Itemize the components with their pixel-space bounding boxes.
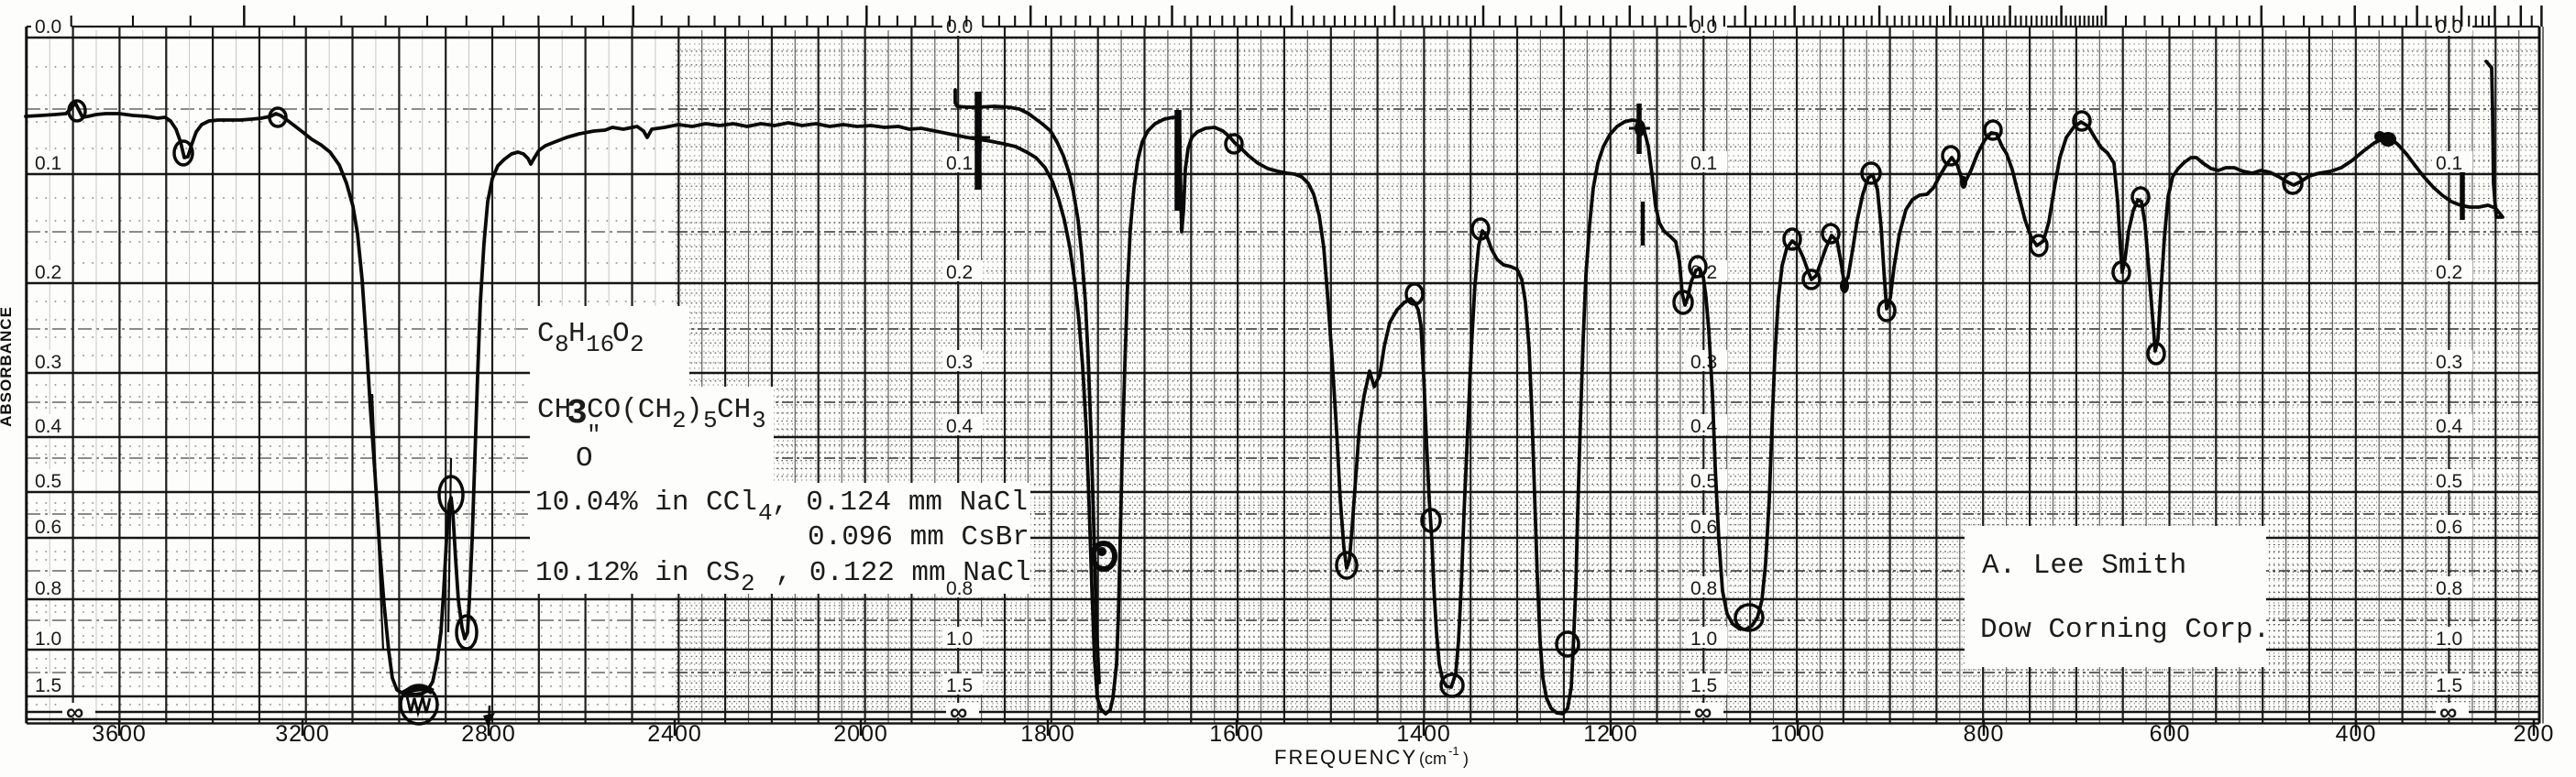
svg-text:1200: 1200 bbox=[1583, 721, 1638, 747]
svg-text:1600: 1600 bbox=[1209, 721, 1264, 747]
svg-text:0.0: 0.0 bbox=[1690, 16, 1717, 38]
svg-text:3: 3 bbox=[567, 394, 588, 433]
svg-text:0.3: 0.3 bbox=[1690, 352, 1717, 373]
svg-text:C: C bbox=[537, 318, 555, 350]
svg-text:(cm: (cm bbox=[1419, 750, 1447, 768]
svg-text:0.5: 0.5 bbox=[1690, 471, 1717, 492]
svg-text:0.8: 0.8 bbox=[2436, 578, 2462, 599]
svg-text:5: 5 bbox=[703, 407, 718, 434]
svg-text:O: O bbox=[576, 443, 593, 475]
svg-text:3600: 3600 bbox=[92, 721, 147, 747]
svg-text:∞: ∞ bbox=[950, 698, 967, 726]
svg-text:0.0: 0.0 bbox=[35, 16, 61, 38]
svg-text:, 0.122 mm NaCl: , 0.122 mm NaCl bbox=[758, 557, 1031, 589]
svg-text:1.5: 1.5 bbox=[2436, 675, 2462, 696]
svg-text:): ) bbox=[1463, 750, 1469, 768]
svg-text:H: H bbox=[568, 318, 586, 350]
svg-text:10.04% in CCl: 10.04% in CCl bbox=[535, 487, 757, 519]
svg-text:200: 200 bbox=[2514, 721, 2555, 747]
svg-text:3200: 3200 bbox=[275, 721, 330, 747]
svg-text:4: 4 bbox=[758, 499, 773, 527]
svg-text:∞: ∞ bbox=[1694, 698, 1712, 726]
svg-text:Dow Corning Corp.: Dow Corning Corp. bbox=[1980, 614, 2270, 646]
svg-text:CH: CH bbox=[717, 394, 751, 426]
svg-text:0.1: 0.1 bbox=[2436, 153, 2462, 174]
svg-text:2400: 2400 bbox=[647, 721, 702, 747]
svg-text:0.0: 0.0 bbox=[2436, 16, 2462, 38]
svg-text:CH: CH bbox=[537, 394, 571, 426]
svg-text:600: 600 bbox=[2150, 721, 2191, 747]
svg-text:ABSORBANCE: ABSORBANCE bbox=[0, 306, 15, 427]
svg-text:400: 400 bbox=[2336, 721, 2377, 747]
svg-text:16: 16 bbox=[586, 331, 614, 358]
svg-text:3: 3 bbox=[752, 407, 766, 434]
svg-text:1.0: 1.0 bbox=[1690, 629, 1717, 650]
svg-text:FREQUENCY: FREQUENCY bbox=[1274, 746, 1417, 769]
svg-text:1.5: 1.5 bbox=[1690, 675, 1717, 696]
svg-text:O: O bbox=[612, 318, 630, 350]
svg-text:0.3: 0.3 bbox=[35, 352, 61, 373]
svg-text:0.6: 0.6 bbox=[2436, 517, 2462, 538]
svg-text:0.8: 0.8 bbox=[35, 578, 61, 599]
svg-text:∞: ∞ bbox=[66, 698, 83, 726]
svg-text:0.4: 0.4 bbox=[35, 416, 62, 437]
svg-text:2: 2 bbox=[741, 570, 755, 597]
svg-text:0.8: 0.8 bbox=[1690, 578, 1717, 599]
svg-text:0.3: 0.3 bbox=[946, 352, 973, 373]
svg-text:8: 8 bbox=[555, 331, 569, 358]
svg-text:0.3: 0.3 bbox=[2436, 352, 2462, 373]
svg-text:0.2: 0.2 bbox=[946, 262, 973, 283]
svg-text:1.0: 1.0 bbox=[946, 629, 973, 650]
svg-text:0.4: 0.4 bbox=[946, 416, 974, 437]
svg-text:0.4: 0.4 bbox=[1690, 416, 1718, 437]
svg-text:10.12% in CS: 10.12% in CS bbox=[535, 557, 740, 589]
svg-text:0.6: 0.6 bbox=[1690, 517, 1717, 538]
svg-text:0.096 mm CsBr: 0.096 mm CsBr bbox=[808, 521, 1029, 553]
svg-text:-1: -1 bbox=[1448, 744, 1459, 758]
svg-text:∞: ∞ bbox=[2439, 698, 2457, 726]
svg-text:1000: 1000 bbox=[1770, 721, 1825, 747]
svg-text:1400: 1400 bbox=[1396, 721, 1451, 747]
svg-text:A. Lee Smith: A. Lee Smith bbox=[1982, 550, 2186, 582]
svg-text:0.8: 0.8 bbox=[946, 578, 973, 599]
svg-text:2000: 2000 bbox=[833, 721, 888, 747]
svg-text:″: ″ bbox=[587, 421, 601, 449]
svg-text:1800: 1800 bbox=[1020, 721, 1075, 747]
svg-text:0.2: 0.2 bbox=[35, 262, 61, 283]
svg-text:1.5: 1.5 bbox=[35, 675, 61, 696]
svg-text:0.5: 0.5 bbox=[35, 471, 61, 492]
svg-text:): ) bbox=[686, 394, 703, 426]
svg-text:800: 800 bbox=[1964, 721, 2005, 747]
svg-text:0.4: 0.4 bbox=[2436, 416, 2463, 437]
svg-text:CO(CH: CO(CH bbox=[587, 394, 672, 426]
svg-text:0.1: 0.1 bbox=[946, 153, 973, 174]
svg-text:2: 2 bbox=[672, 407, 687, 434]
svg-text:0.5: 0.5 bbox=[2436, 471, 2462, 492]
svg-text:0.1: 0.1 bbox=[35, 153, 61, 174]
svg-text:0.6: 0.6 bbox=[35, 517, 61, 538]
svg-text:0.2: 0.2 bbox=[2436, 262, 2462, 283]
svg-text:0.1: 0.1 bbox=[1690, 153, 1717, 174]
svg-text:1.5: 1.5 bbox=[946, 675, 973, 696]
svg-text:, 0.124 mm NaCl: , 0.124 mm NaCl bbox=[772, 487, 1028, 519]
svg-text:1.0: 1.0 bbox=[2436, 629, 2462, 650]
svg-text:2: 2 bbox=[630, 331, 644, 358]
svg-text:1.0: 1.0 bbox=[35, 629, 61, 650]
